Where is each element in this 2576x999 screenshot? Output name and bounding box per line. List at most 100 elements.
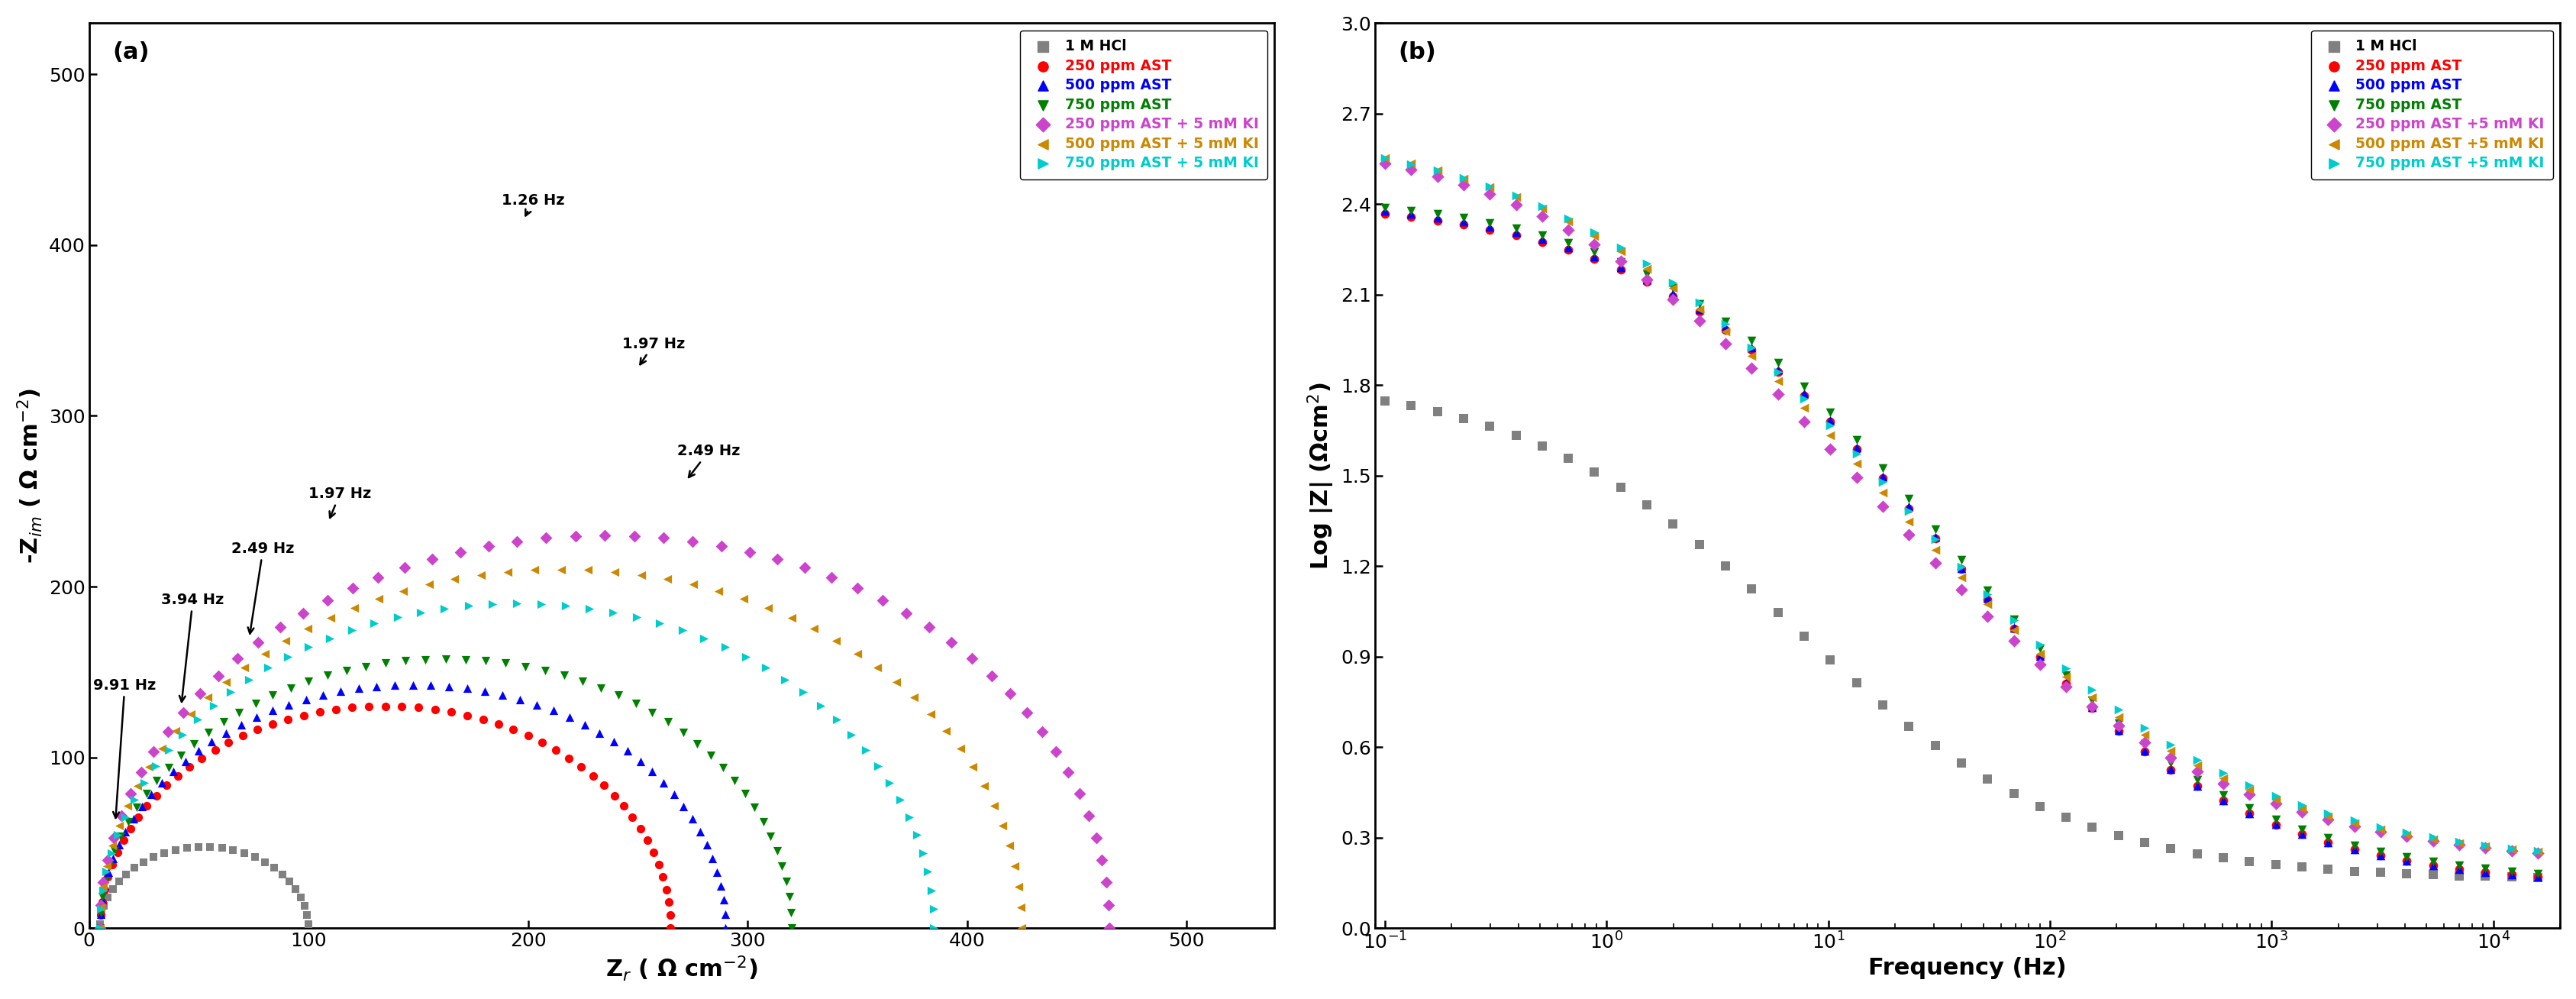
- Point: [2202, 850, 2244, 866]
- Point: [126, 785, 167, 801]
- Point: [2045, 678, 2087, 694]
- Point: [2254, 816, 2295, 832]
- Point: [585, 527, 626, 543]
- Point: [2360, 864, 2401, 880]
- Point: [526, 662, 567, 678]
- Point: [765, 873, 806, 889]
- Point: [118, 809, 160, 825]
- Point: [2097, 715, 2138, 731]
- Point: [580, 679, 621, 695]
- Point: [1468, 222, 1510, 238]
- Point: [1862, 697, 1904, 713]
- Point: [397, 699, 438, 715]
- Point: [621, 820, 662, 836]
- Point: [93, 843, 134, 859]
- Point: [672, 811, 714, 827]
- Point: [1548, 211, 1589, 227]
- Point: [374, 677, 415, 693]
- Point: [914, 920, 956, 936]
- Point: [685, 837, 726, 853]
- Point: [2491, 840, 2532, 856]
- Point: [2177, 751, 2218, 767]
- Point: [412, 551, 453, 567]
- Point: [616, 695, 657, 711]
- Point: [1654, 286, 1695, 302]
- Point: [701, 538, 742, 554]
- Point: [252, 687, 294, 703]
- Point: [2045, 660, 2087, 676]
- Point: [1069, 807, 1110, 823]
- Point: [672, 533, 714, 549]
- Point: [358, 590, 399, 606]
- Point: [2020, 649, 2061, 665]
- Point: [2334, 841, 2375, 857]
- Point: [482, 687, 523, 703]
- Point: [1059, 786, 1100, 802]
- Point: [1625, 256, 1667, 272]
- Point: [2517, 869, 2558, 885]
- Point: [1600, 244, 1641, 260]
- Point: [209, 734, 250, 750]
- Point: [178, 711, 219, 727]
- Point: [425, 600, 466, 616]
- Point: [886, 605, 927, 621]
- Point: [989, 837, 1030, 853]
- Point: [2385, 853, 2427, 869]
- Point: [229, 671, 270, 687]
- Point: [714, 772, 755, 788]
- Point: [507, 728, 549, 744]
- Point: [484, 655, 526, 671]
- Point: [2360, 843, 2401, 859]
- Point: [703, 906, 744, 922]
- Point: [2202, 775, 2244, 791]
- Point: [1391, 156, 1432, 172]
- Point: [2385, 849, 2427, 865]
- Point: [260, 619, 301, 635]
- Point: [1654, 288, 1695, 304]
- Point: [245, 645, 286, 661]
- Point: [734, 799, 775, 815]
- Text: 1.26 Hz: 1.26 Hz: [502, 193, 564, 216]
- Point: [1522, 234, 1564, 250]
- Point: [2491, 869, 2532, 885]
- Point: [1811, 418, 1852, 434]
- Point: [252, 702, 294, 718]
- Point: [2465, 860, 2506, 876]
- Point: [82, 882, 124, 898]
- Point: [500, 691, 541, 707]
- Point: [353, 615, 394, 631]
- Point: [2308, 808, 2349, 824]
- Point: [392, 676, 433, 692]
- Point: [706, 639, 747, 655]
- Point: [2020, 640, 2061, 656]
- Point: [283, 707, 325, 723]
- Point: [129, 759, 170, 775]
- Point: [1994, 620, 2035, 636]
- Point: [121, 798, 162, 814]
- Point: [1940, 560, 1981, 576]
- Point: [1548, 240, 1589, 256]
- Point: [2151, 736, 2192, 752]
- Point: [1811, 414, 1852, 430]
- Point: [106, 824, 147, 840]
- Point: [100, 828, 142, 844]
- Point: [1862, 485, 1904, 500]
- Point: [1494, 228, 1535, 244]
- Point: [770, 920, 811, 936]
- Point: [88, 864, 129, 880]
- Point: [126, 798, 167, 814]
- Point: [703, 892, 744, 908]
- X-axis label: Frequency (Hz): Frequency (Hz): [1868, 957, 2066, 979]
- Point: [1968, 582, 2009, 598]
- Point: [85, 878, 126, 894]
- Point: [2071, 698, 2112, 714]
- Point: [546, 597, 587, 613]
- Point: [2228, 805, 2269, 821]
- Point: [1365, 150, 1406, 166]
- Point: [572, 768, 613, 784]
- Point: [1391, 156, 1432, 172]
- Point: [2517, 865, 2558, 881]
- Point: [173, 735, 214, 751]
- Point: [2465, 868, 2506, 884]
- Point: [2334, 863, 2375, 879]
